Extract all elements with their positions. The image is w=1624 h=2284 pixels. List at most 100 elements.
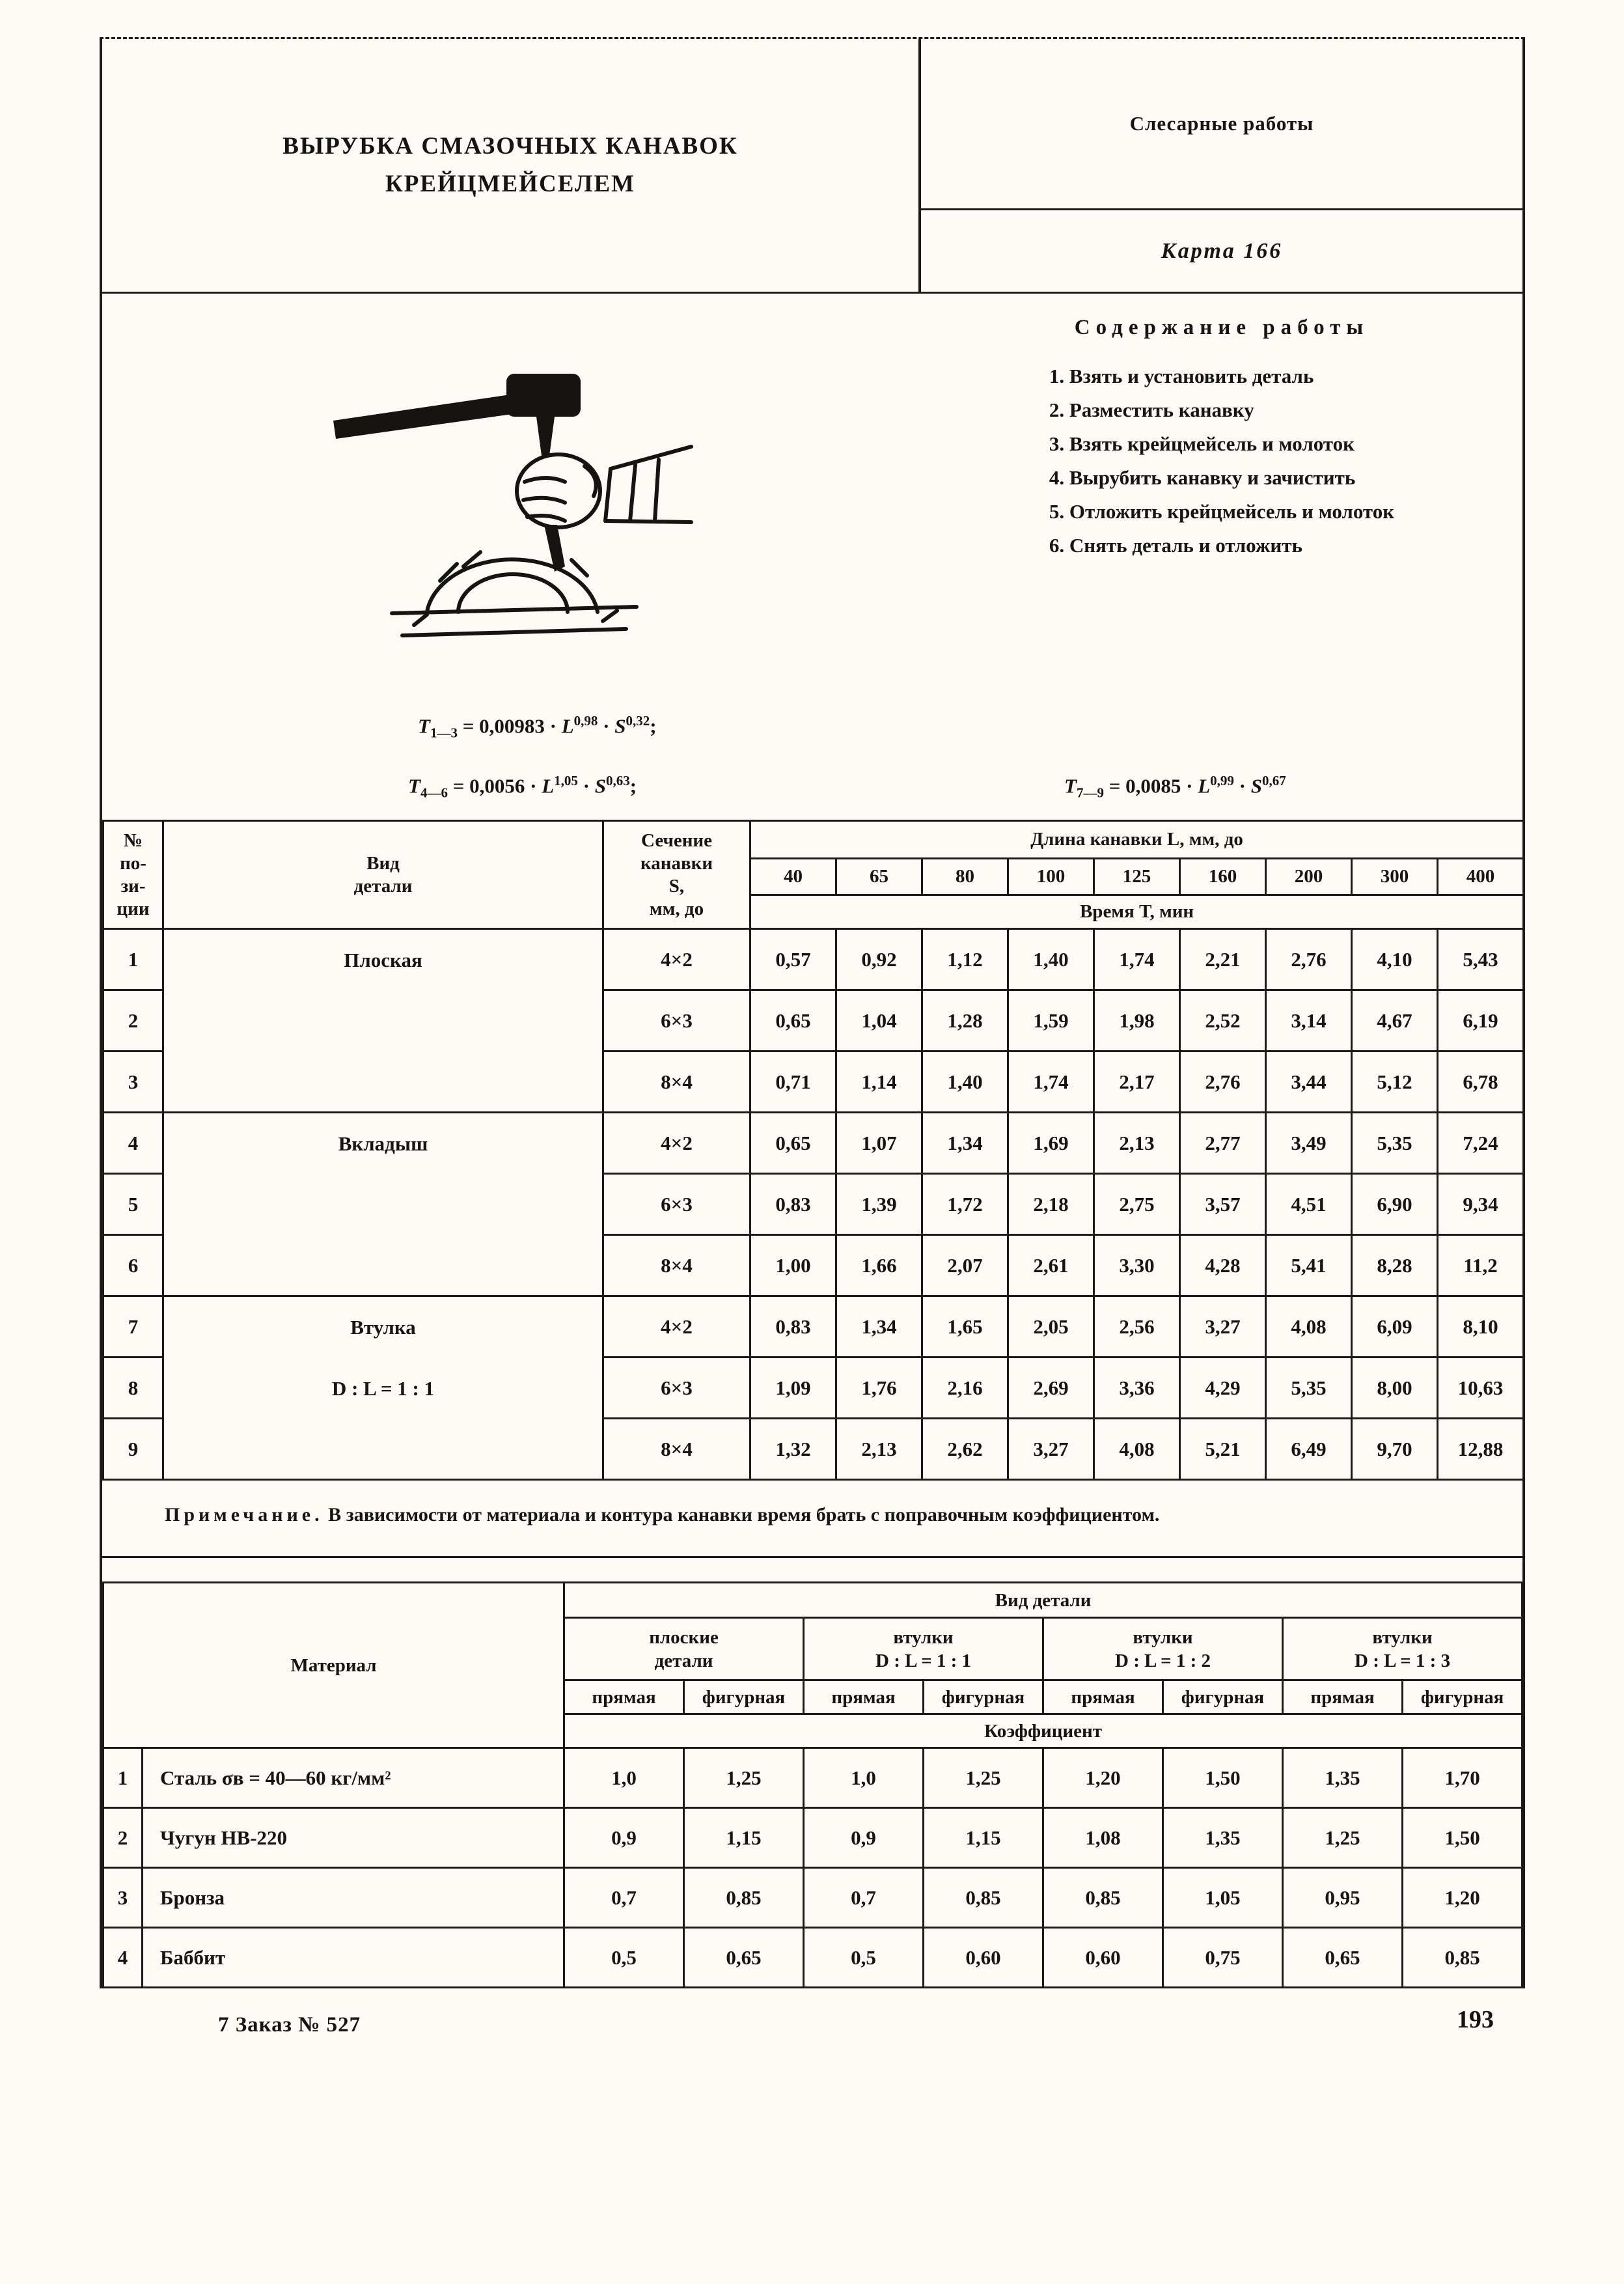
time-cell: 2,69 — [1007, 1356, 1095, 1419]
section-cell: 6×3 — [602, 1173, 751, 1236]
time-cell: 5,21 — [1179, 1417, 1267, 1481]
coef-cell: 0,85 — [922, 1867, 1045, 1929]
time-cell: 3,49 — [1265, 1111, 1353, 1175]
time-cell: 5,35 — [1351, 1111, 1438, 1175]
material-cell: Сталь σв = 40—60 кг/мм² — [141, 1747, 566, 1809]
time-cell: 0,65 — [749, 1111, 837, 1175]
time-cell: 3,14 — [1265, 989, 1353, 1052]
time-cell: 2,18 — [1007, 1173, 1095, 1236]
pos-cell: 2 — [102, 1807, 143, 1869]
time-cell: 1,12 — [921, 928, 1009, 991]
coef-cell: 0,9 — [563, 1807, 685, 1869]
pos-cell: 9 — [102, 1417, 164, 1481]
time-table: № по- зи- ции Вид детали Сечение канавки… — [102, 820, 1525, 1481]
time-cell: 2,62 — [921, 1417, 1009, 1481]
time-cell: 2,76 — [1265, 928, 1353, 991]
time-cell: 1,04 — [835, 989, 923, 1052]
time-cell: 2,52 — [1179, 989, 1267, 1052]
table-row: 5 6×3 0,83 1,39 1,72 2,18 2,75 3,57 4,51 6,90 9,34 — [102, 1173, 1525, 1236]
length-tick: 80 — [921, 857, 1009, 896]
note: Примечание. В зависимости от материала и… — [102, 1481, 1522, 1558]
coef-cell: 0,60 — [922, 1927, 1045, 1988]
pos-cell: 2 — [102, 989, 164, 1052]
coef-cell: 0,95 — [1282, 1867, 1404, 1929]
time-cell: 2,76 — [1179, 1050, 1267, 1113]
pos-cell: 5 — [102, 1173, 164, 1236]
table-header-row: Время Т, мин — [103, 894, 1525, 930]
time-cell: 5,43 — [1436, 928, 1525, 991]
list-item: 5. Отложить крейцмейсель и молоток — [1049, 500, 1395, 523]
time-cell: 2,16 — [921, 1356, 1009, 1419]
coef-cell: 1,50 — [1162, 1747, 1284, 1809]
table-header-row: плоские детали втулки D : L = 1 : 1 втул… — [103, 1617, 1524, 1681]
sleeve — [603, 445, 693, 524]
time-cell: 9,34 — [1436, 1173, 1525, 1236]
table-row: 2 6×3 0,65 1,04 1,28 1,59 1,98 2,52 3,14 4,67 6,19 — [102, 989, 1525, 1052]
coef-cell: 1,20 — [1401, 1867, 1524, 1929]
pos-cell: 1 — [102, 1747, 143, 1809]
subcol-header: фигурная — [922, 1679, 1045, 1715]
pos-cell: 4 — [102, 1111, 164, 1175]
coef-cell: 1,70 — [1401, 1747, 1524, 1809]
illustration — [102, 294, 921, 710]
coef-cell: 0,5 — [803, 1927, 925, 1988]
col-header-section: Сечение канавки S, мм, до — [602, 820, 751, 930]
time-cell: 1,66 — [835, 1234, 923, 1297]
coef-cell: 1,35 — [1282, 1747, 1404, 1809]
time-cell: 1,14 — [835, 1050, 923, 1113]
table-row: 1 Плоская 4×2 0,57 0,92 1,12 1,40 1,74 2,21 2,76 4… — [102, 928, 1525, 1113]
time-cell: 7,24 — [1436, 1111, 1525, 1175]
group-header: плоские детали — [563, 1617, 805, 1681]
time-cell: 2,77 — [1179, 1111, 1267, 1175]
time-formulas: Т1—3 = 0,00983 · L0,98 · S0,32; Т4—6 = 0… — [102, 710, 1522, 820]
time-cell: 1,32 — [749, 1417, 837, 1481]
chisel — [536, 417, 565, 572]
coef-cell: 0,65 — [1282, 1927, 1404, 1988]
coef-cell: 0,85 — [1401, 1927, 1524, 1988]
kind-cell: Плоская — [162, 928, 604, 1113]
hand — [515, 453, 602, 529]
col-header-length: Длина канавки L, мм, до — [749, 820, 1525, 859]
time-cell: 4,28 — [1179, 1234, 1267, 1297]
card-header-right: Слесарные работы Карта 166 — [921, 39, 1522, 292]
time-cell: 1,28 — [921, 989, 1009, 1052]
section-cell: 4×2 — [602, 928, 751, 991]
table-row: 4 Баббит 0,5 0,65 0,5 0,60 0,60 0,75 0,65 0,85 — [102, 1927, 1524, 1988]
time-cell: 4,29 — [1179, 1356, 1267, 1419]
col-header-coefficient: Коэффициент — [563, 1713, 1524, 1749]
coef-cell: 0,5 — [563, 1927, 685, 1988]
length-tick: 400 — [1436, 857, 1525, 896]
time-cell: 2,61 — [1007, 1234, 1095, 1297]
table-row: 8 6×3 1,09 1,76 2,16 2,69 3,36 4,29 5,35 8,00 10,6… — [102, 1356, 1525, 1419]
time-cell: 0,65 — [749, 989, 837, 1052]
subcol-header: фигурная — [683, 1679, 805, 1715]
section-cell: 8×4 — [602, 1050, 751, 1113]
group-header: втулки D : L = 1 : 2 — [1042, 1617, 1284, 1681]
section-cell: 4×2 — [602, 1295, 751, 1358]
time-cell: 1,39 — [835, 1173, 923, 1236]
kind-cell: Втулка D : L = 1 : 1 — [162, 1295, 604, 1481]
subcol-header: фигурная — [1162, 1679, 1284, 1715]
note-label: Примечание. — [165, 1504, 323, 1525]
work-content-heading: Содержание работы — [1074, 316, 1369, 339]
time-cell: 0,83 — [749, 1295, 837, 1358]
time-cell: 2,05 — [1007, 1295, 1095, 1358]
length-tick: 125 — [1093, 857, 1181, 896]
time-cell: 2,56 — [1093, 1295, 1181, 1358]
coefficient-table: Материал Вид детали плоские детали втулк… — [102, 1581, 1524, 1988]
table-header-row: Коэффициент — [103, 1713, 1524, 1749]
table-row: 3 8×4 0,71 1,14 1,40 1,74 2,17 2,76 3,44 5,12 6,78 — [102, 1050, 1525, 1113]
kind-cell: Вкладыш — [162, 1111, 604, 1297]
section-cell: 8×4 — [602, 1417, 751, 1481]
chiseling-illustration — [333, 374, 693, 637]
time-cell: 1,09 — [749, 1356, 837, 1419]
coef-cell: 0,7 — [803, 1867, 925, 1929]
time-cell: 10,63 — [1436, 1356, 1525, 1419]
time-cell: 2,75 — [1093, 1173, 1181, 1236]
formula-t7-9: Т7—9 = 0,0085 · L0,99 · S0,67 — [1064, 773, 1286, 801]
list-item: 2. Разместить канавку — [1049, 398, 1254, 421]
time-cell: 8,00 — [1351, 1356, 1438, 1419]
table-row: 7 Втулка D : L = 1 : 1 4×2 0,83 1,34 1,65 2,05… — [102, 1295, 1525, 1481]
pos-cell: 1 — [102, 928, 164, 991]
